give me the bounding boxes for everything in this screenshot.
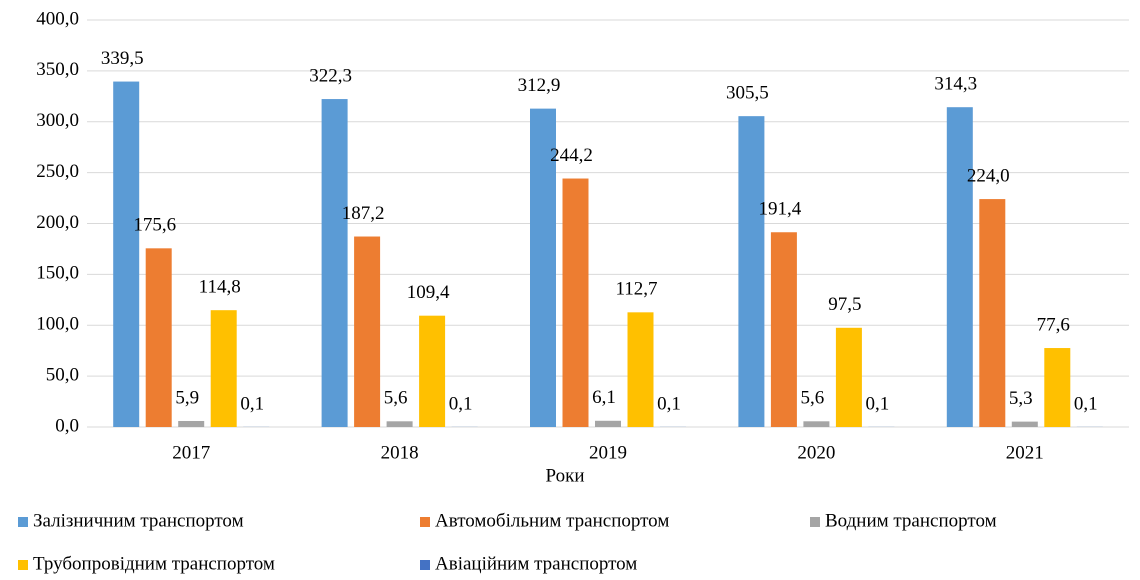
y-tick-label: 150,0 — [36, 263, 79, 284]
legend-label: Авіаційним транспортом — [435, 553, 637, 574]
data-label: 187,2 — [342, 203, 385, 224]
legend-swatch — [810, 517, 820, 527]
y-tick-label: 250,0 — [36, 161, 79, 182]
bar — [178, 420, 205, 427]
bar — [1044, 348, 1071, 427]
x-tick-label: 2019 — [589, 442, 627, 463]
data-label: 224,0 — [967, 165, 1010, 186]
x-tick-label: 2020 — [797, 442, 835, 463]
bar — [113, 81, 140, 427]
y-tick-label: 300,0 — [36, 110, 79, 131]
data-label: 114,8 — [199, 277, 241, 298]
x-tick-label: 2017 — [172, 442, 210, 463]
data-label: 305,5 — [726, 83, 769, 104]
bar — [419, 315, 446, 427]
data-label: 97,5 — [828, 294, 861, 315]
bar — [321, 99, 348, 427]
data-label: 5,3 — [1009, 388, 1033, 409]
x-tick-label: 2021 — [1006, 442, 1044, 463]
bar — [979, 199, 1006, 427]
data-label: 109,4 — [407, 282, 450, 303]
bar — [530, 108, 556, 427]
bar — [595, 420, 621, 427]
data-label: 191,4 — [759, 199, 802, 220]
legend-swatch — [420, 560, 430, 570]
data-label: 0,1 — [1074, 393, 1098, 414]
data-label: 175,6 — [133, 215, 176, 236]
x-axis-label: Роки — [546, 465, 585, 486]
bar — [562, 178, 589, 427]
data-label: 0,1 — [866, 393, 890, 414]
y-tick-label: 0,0 — [55, 415, 79, 436]
y-tick-label: 100,0 — [36, 314, 79, 335]
data-label: 322,3 — [309, 65, 352, 86]
data-label: 6,1 — [592, 387, 616, 408]
bar — [210, 310, 237, 427]
data-label: 339,5 — [101, 48, 144, 69]
legend-label: Трубопровідним транспортом — [33, 553, 275, 574]
bar — [386, 421, 413, 427]
legend-swatch — [420, 517, 430, 527]
legend-label: Автомобільним транспортом — [435, 510, 669, 531]
y-tick-label: 350,0 — [36, 59, 79, 80]
bar — [1011, 421, 1038, 427]
legend-label: Водним транспортом — [825, 510, 997, 531]
legend-label: Залізничним транспортом — [33, 510, 244, 531]
legend-swatch — [18, 517, 28, 527]
bar — [627, 312, 654, 427]
data-label: 5,6 — [801, 388, 825, 409]
data-label: 312,9 — [518, 75, 561, 96]
data-label: 77,6 — [1037, 314, 1070, 335]
bar — [803, 421, 830, 427]
data-label: 0,1 — [449, 393, 473, 414]
bar — [354, 236, 381, 427]
bar — [738, 116, 765, 427]
data-label: 112,7 — [615, 279, 657, 300]
data-label: 0,1 — [657, 393, 681, 414]
bar — [835, 327, 862, 427]
y-tick-label: 400,0 — [36, 8, 79, 29]
data-label: 0,1 — [240, 393, 264, 414]
bar — [946, 107, 973, 427]
data-label: 5,9 — [175, 387, 199, 408]
data-label: 5,6 — [384, 388, 408, 409]
x-tick-label: 2018 — [381, 442, 419, 463]
data-label: 314,3 — [934, 74, 977, 95]
y-tick-label: 200,0 — [36, 212, 79, 233]
y-tick-label: 50,0 — [46, 364, 79, 385]
bar — [145, 248, 172, 427]
data-label: 244,2 — [550, 145, 593, 166]
legend-swatch — [18, 560, 28, 570]
bar — [770, 232, 797, 427]
